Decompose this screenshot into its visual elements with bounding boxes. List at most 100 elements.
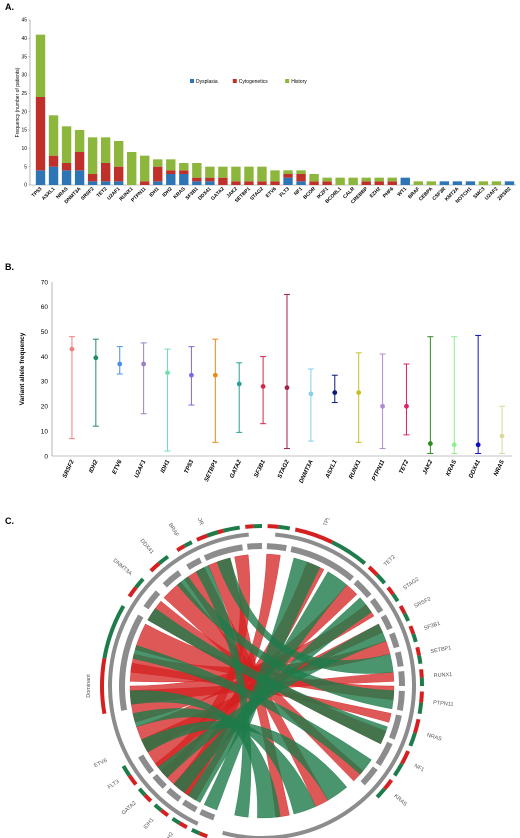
dominant-marker	[143, 793, 153, 803]
x-tick-label: KRAS	[445, 459, 458, 477]
minor-marker	[183, 540, 193, 548]
bar-segment	[218, 166, 228, 178]
x-tick-label: FLT3	[279, 186, 292, 199]
chord	[141, 720, 348, 801]
gene-segment	[138, 754, 155, 775]
chart-b-vaf-errorbar: 0 10 20 30 40 50 60 70 Variant allele frequency S…	[19, 279, 512, 485]
y-tick-label: 10	[41, 428, 49, 435]
x-tick-label: PHF6	[382, 186, 395, 199]
bar-segment	[296, 181, 306, 185]
median-point	[404, 403, 409, 409]
bar-segment	[61, 170, 72, 185]
gene-label: GATA2	[121, 800, 138, 816]
chord	[173, 597, 372, 794]
gene-segment	[199, 809, 216, 821]
median-point	[332, 390, 338, 396]
dominant-marker	[267, 524, 279, 529]
x-tick-label: IDH2	[88, 459, 99, 475]
x-tick-label: CEBPA	[418, 186, 435, 203]
bar-segment	[205, 181, 215, 185]
gene-label: SETBP1	[430, 645, 452, 655]
median-point	[236, 381, 242, 387]
chord	[195, 565, 252, 818]
gene-segment	[290, 546, 354, 582]
dominant-marker	[178, 821, 188, 830]
x-tick-label: PTPN11	[130, 186, 148, 204]
bar-segment	[166, 174, 176, 185]
bar-segment	[439, 181, 450, 185]
median-point	[499, 433, 505, 439]
minor-marker	[411, 633, 418, 643]
panel-b-label: B.	[5, 262, 14, 272]
dominant-marker	[419, 669, 424, 678]
bar-segment	[100, 163, 111, 182]
x-tick-label: GATA2	[210, 186, 226, 202]
gene-segment	[247, 543, 263, 550]
bar-segment	[231, 166, 241, 182]
minor-marker	[417, 702, 424, 715]
bar-segment	[335, 177, 345, 185]
bar-segment	[100, 137, 111, 163]
bar-segment	[283, 170, 293, 174]
dominant-marker	[386, 586, 395, 596]
chord	[147, 608, 388, 745]
bar-segment	[413, 181, 423, 185]
bar-segment	[452, 181, 463, 185]
bar-segment	[35, 97, 46, 171]
minor-marker	[134, 577, 145, 589]
legend-swatch	[285, 79, 290, 83]
bar-segment	[113, 166, 124, 182]
bar-segment	[400, 177, 410, 185]
legend-swatch	[232, 79, 237, 83]
gene-label: NRAS	[426, 732, 443, 742]
bar-segment	[192, 177, 202, 182]
minor-marker	[375, 787, 387, 799]
minor-marker	[331, 540, 367, 565]
y-tick-label: 10	[21, 146, 27, 152]
chord	[132, 644, 372, 775]
bar-segment	[270, 181, 280, 185]
bar-segment	[179, 170, 189, 174]
bar-segment	[244, 166, 254, 182]
x-tick-label: GATA2	[229, 459, 243, 480]
bar-segment	[387, 177, 397, 182]
panel-c-label: C.	[5, 516, 14, 526]
x-tick-label: U2AF1	[134, 459, 148, 479]
y-tick-label: 0	[24, 183, 27, 189]
bar-segment	[205, 166, 215, 178]
bar-segment	[48, 115, 59, 156]
bar-segment	[113, 181, 124, 185]
bar-segment	[153, 159, 163, 167]
y-axis-title: Variant allele frequency	[19, 332, 26, 405]
bar-segment	[244, 181, 254, 185]
bar-segment	[283, 174, 293, 178]
x-tick-label: IDH1	[160, 459, 171, 475]
minor-marker	[375, 573, 387, 585]
bar-segment	[218, 177, 228, 185]
median-point	[284, 385, 290, 391]
dominant-marker	[127, 774, 138, 786]
minor-marker	[408, 732, 417, 747]
y-tick-label: 5	[24, 164, 27, 170]
bar-segment	[309, 181, 319, 185]
bar-segment	[205, 177, 215, 182]
dominant-marker	[245, 524, 254, 529]
gene-segment	[119, 614, 144, 711]
median-point	[141, 361, 147, 367]
bar-segment	[348, 177, 358, 185]
median-point	[117, 361, 123, 367]
bar-segment	[35, 170, 46, 185]
bar-segment	[74, 170, 85, 185]
x-tick-label: IDH1	[148, 186, 160, 198]
gene-label: NF1	[413, 763, 425, 773]
bar-segment	[491, 181, 502, 185]
minor-marker	[102, 605, 126, 659]
bar-segment	[192, 181, 202, 185]
dominant-marker	[398, 605, 407, 615]
chart-c-chord-diagram: U2AF1TP53TET2STAG2SRSF2SF3B1SETBP1RUNX1P…	[86, 518, 454, 838]
gene-segment	[398, 671, 405, 687]
x-tick-label: SETBP1	[204, 459, 220, 483]
bar-segment	[257, 166, 267, 182]
dominant-marker	[408, 625, 416, 635]
dominant-marker	[383, 778, 394, 791]
